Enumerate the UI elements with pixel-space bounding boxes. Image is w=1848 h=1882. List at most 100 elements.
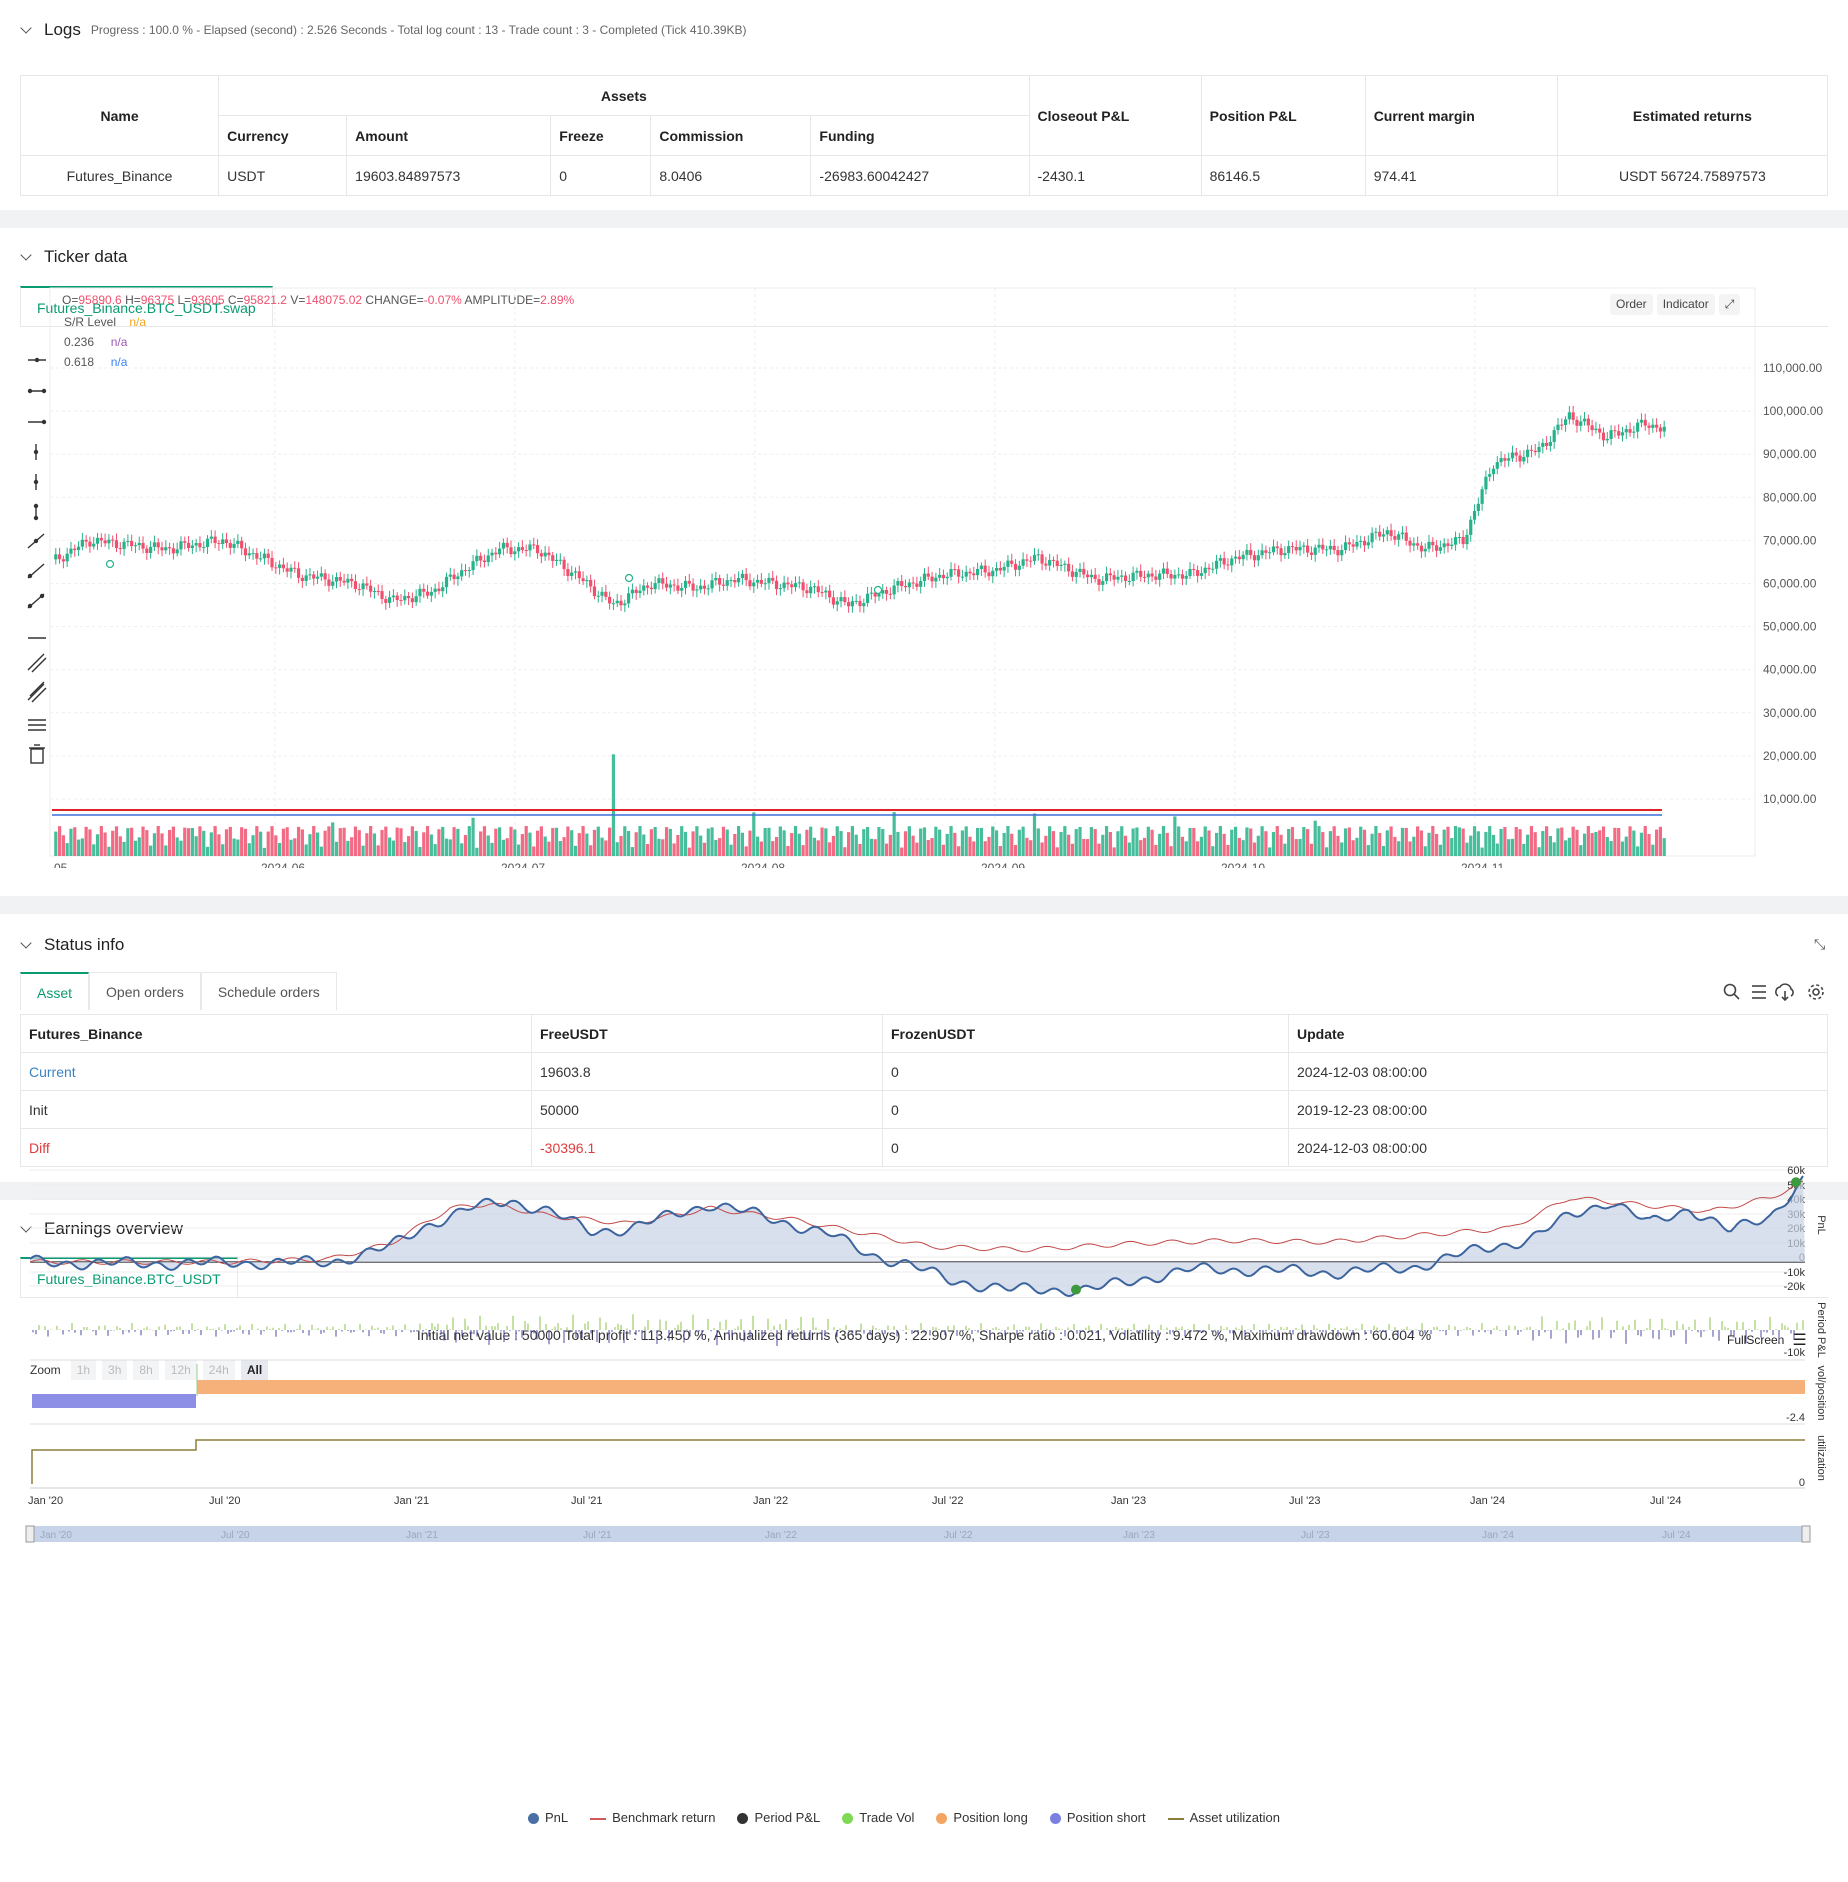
candle-body xyxy=(198,543,202,548)
volume-bar xyxy=(1518,829,1522,856)
zoom-1h[interactable]: 1h xyxy=(70,1360,97,1380)
volume-bar xyxy=(767,827,771,856)
earnings-plot-area[interactable]: 60k50k40k30k20k10k0-10k-20k-10k-2.40Jan … xyxy=(0,1150,1848,1850)
chevron-down-icon[interactable] xyxy=(20,938,34,952)
legend-position-long[interactable]: Position long xyxy=(936,1810,1028,1825)
volume-bar xyxy=(240,827,244,856)
volume-bar xyxy=(828,842,832,856)
candle-body xyxy=(1233,556,1238,559)
volume-bar xyxy=(114,826,119,856)
candle-body xyxy=(353,581,358,590)
candle-body xyxy=(930,576,934,582)
volume-bar xyxy=(76,839,81,856)
tab-schedule-orders[interactable]: Schedule orders xyxy=(200,972,337,1010)
list-icon[interactable] xyxy=(1752,985,1766,999)
legend-pnl[interactable]: PnL xyxy=(528,1810,568,1825)
collapse-icon[interactable]: ⤡ xyxy=(1814,936,1826,952)
candle-body xyxy=(573,571,578,573)
candle-body xyxy=(1355,541,1359,547)
candle-body xyxy=(156,542,160,548)
legend-period-pnl[interactable]: Period P&L xyxy=(737,1810,820,1825)
cloud-download-icon[interactable] xyxy=(1775,983,1794,1002)
tab-asset[interactable]: Asset xyxy=(20,972,90,1010)
candle-body xyxy=(65,553,69,562)
legend-asset-utilization[interactable]: Asset utilization xyxy=(1167,1810,1280,1825)
candle-body xyxy=(1419,545,1424,552)
zoom-24h[interactable]: 24h xyxy=(202,1360,235,1380)
indicator-0236[interactable]: 0.236 n/a xyxy=(64,332,146,352)
volume-bar xyxy=(865,826,870,856)
candle-body xyxy=(862,603,866,607)
volume-bar xyxy=(1021,826,1025,856)
legend-trade-vol[interactable]: Trade Vol xyxy=(842,1810,914,1825)
legend-benchmark[interactable]: Benchmark return xyxy=(590,1810,715,1825)
menu-icon[interactable]: ☰ xyxy=(1792,1332,1807,1349)
indicator-value: n/a xyxy=(110,355,128,369)
volume-bar xyxy=(369,826,373,856)
ticker-header[interactable]: Ticker data xyxy=(20,245,127,269)
legend-position-short[interactable]: Position short xyxy=(1049,1810,1146,1825)
candle-body xyxy=(547,552,551,556)
volume-bar xyxy=(346,840,350,856)
zoom-8h[interactable]: 8h xyxy=(133,1360,159,1380)
expand-icon[interactable]: ⤢ xyxy=(1718,294,1741,315)
candle-body xyxy=(1427,541,1431,549)
indicator-0618[interactable]: 0.618 n/a xyxy=(64,352,146,372)
status-header[interactable]: Status info xyxy=(20,933,124,957)
gear-icon[interactable] xyxy=(1808,984,1824,1000)
volume-bar xyxy=(1579,845,1583,856)
drawing-tools-icons[interactable] xyxy=(22,348,52,1008)
candle-body xyxy=(315,576,320,579)
volume-bar xyxy=(884,843,889,856)
volume-bar xyxy=(638,826,642,856)
zoom-all[interactable]: All xyxy=(240,1360,269,1380)
candle-body xyxy=(608,596,612,604)
order-button[interactable]: Order xyxy=(1610,294,1653,315)
search-icon[interactable] xyxy=(1723,983,1740,1000)
candle-body xyxy=(1378,531,1382,537)
candle-body xyxy=(661,578,665,584)
volume-bar xyxy=(141,826,145,856)
chevron-down-icon[interactable] xyxy=(20,23,34,37)
volume-bar xyxy=(1139,840,1143,856)
volume-bar xyxy=(1643,826,1647,856)
logs-header[interactable]: Logs Progress : 100.0 % - Elapsed (secon… xyxy=(20,18,747,42)
volume-bar xyxy=(95,834,100,856)
row-label-current[interactable]: Current xyxy=(20,1052,532,1091)
volume-bar xyxy=(1010,833,1014,856)
candle-body xyxy=(160,547,164,551)
candle-body xyxy=(1632,431,1636,433)
assets-table: Name Assets Closeout P&L Position P&L Cu… xyxy=(19,75,1829,196)
candle-body xyxy=(490,552,494,556)
candle-body xyxy=(171,548,175,554)
axis-label: Period P&L xyxy=(1815,1302,1827,1358)
candle-body xyxy=(1571,412,1575,420)
indicator-sr[interactable]: S/R Level n/a xyxy=(64,312,146,332)
tab-btc-usdt-swap[interactable]: Futures_Binance.BTC_USDT.swap xyxy=(20,286,273,326)
volume-bar xyxy=(744,846,748,856)
volume-bar xyxy=(61,835,65,856)
zoom-12h[interactable]: 12h xyxy=(164,1360,197,1380)
candle-body xyxy=(1271,546,1276,553)
volume-bar xyxy=(92,844,96,856)
volume-bar xyxy=(1135,827,1139,856)
candle-body xyxy=(259,558,263,560)
indicator-button[interactable]: Indicator xyxy=(1656,294,1715,315)
candle-body xyxy=(774,580,779,590)
candle-body xyxy=(494,552,498,555)
candle-body xyxy=(1222,558,1226,565)
candle-body xyxy=(61,559,65,562)
volume-bar xyxy=(1438,844,1442,856)
candle-body xyxy=(1089,574,1093,578)
candle-body xyxy=(535,545,540,554)
zoom-3h[interactable]: 3h xyxy=(102,1360,128,1380)
volume-bar xyxy=(1150,829,1154,856)
candle-body xyxy=(95,537,100,544)
fullscreen-button[interactable]: FullScreen ☰ xyxy=(1727,1330,1807,1350)
tab-open-orders[interactable]: Open orders xyxy=(89,972,201,1010)
candle-body xyxy=(1541,442,1545,447)
candlestick-chart[interactable]: 110,000.00 100,000.00 90,000.00 80,000.00 70… xyxy=(0,228,1848,868)
candle-body xyxy=(1594,428,1598,431)
volume-bar xyxy=(1249,828,1253,856)
volume-bar xyxy=(543,836,547,856)
